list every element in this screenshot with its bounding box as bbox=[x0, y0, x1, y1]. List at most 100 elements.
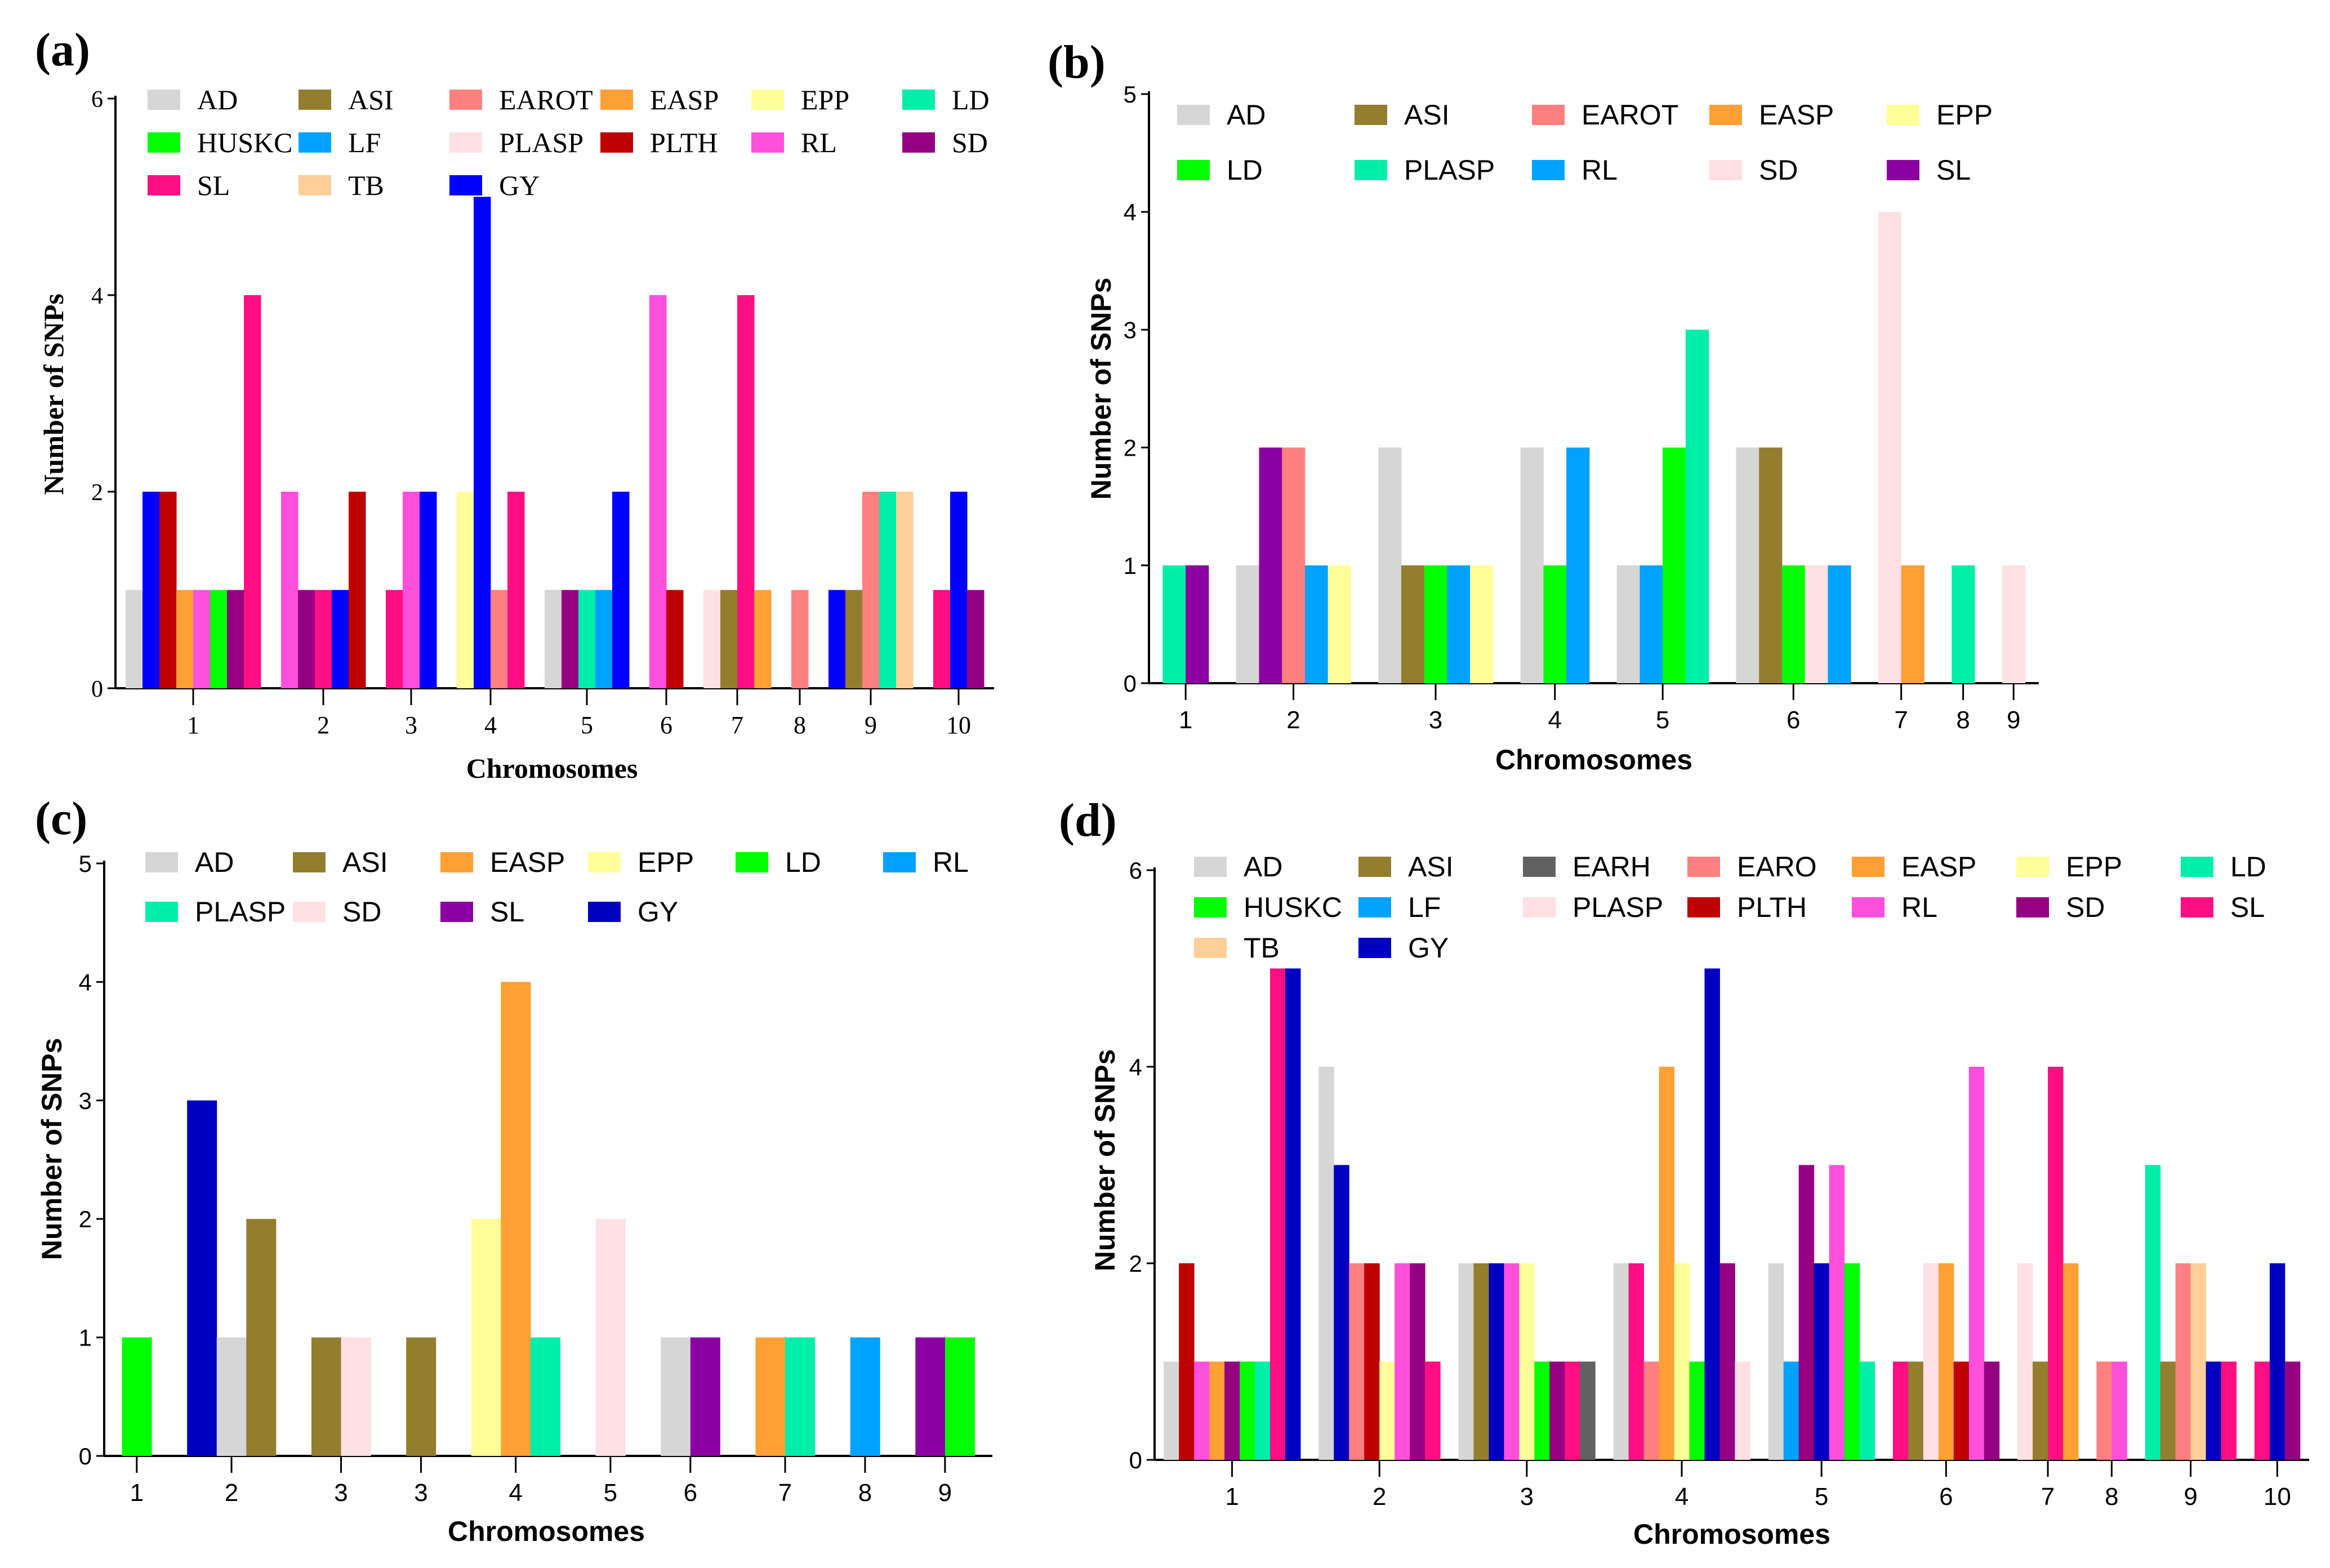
legend-item-sd: SD bbox=[293, 896, 440, 928]
y-tick-label: 1 bbox=[1124, 553, 1137, 579]
legend-item-asi: ASI bbox=[1355, 99, 1532, 131]
bar-sd-chr1 bbox=[1224, 1361, 1240, 1460]
y-axis-label-d: Number of SNPs bbox=[1089, 1049, 1121, 1272]
y-tick-label: 2 bbox=[1124, 435, 1137, 461]
bar-epp-chr4 bbox=[1674, 1263, 1690, 1460]
legend-swatch bbox=[2016, 857, 2049, 877]
x-tick-label: 2 bbox=[225, 1479, 238, 1507]
bar-epp-chr3 bbox=[1470, 565, 1494, 683]
bar-sl-chr2 bbox=[315, 590, 332, 688]
y-tick-label: 5 bbox=[1124, 81, 1137, 108]
legend-item-sd: SD bbox=[902, 126, 1053, 159]
legend-swatch bbox=[1709, 105, 1742, 125]
legend-label: GY bbox=[638, 896, 679, 928]
bar-huskc-chr1 bbox=[1240, 1361, 1255, 1460]
legend-swatch bbox=[1532, 105, 1565, 125]
bar-rl-chr5 bbox=[1640, 565, 1663, 683]
x-tick-label: 6 bbox=[1939, 1483, 1953, 1511]
legend-swatch bbox=[293, 902, 326, 922]
y-tick-label: 0 bbox=[1124, 670, 1137, 697]
legend-c: AD ASI EASP EPP LD RL PLASP SD SL GY bbox=[145, 846, 1031, 928]
bar-easp-chr7 bbox=[2063, 1263, 2079, 1460]
bar-earo-chr9 bbox=[2175, 1263, 2191, 1460]
legend-swatch bbox=[440, 852, 473, 872]
legend-swatch bbox=[600, 132, 633, 153]
bar-rl-chr6 bbox=[1828, 565, 1851, 683]
legend-item-rl: RL bbox=[751, 126, 902, 159]
legend-swatch bbox=[299, 175, 331, 195]
bar-earot-chr8 bbox=[791, 590, 809, 688]
legend-swatch bbox=[1687, 897, 1720, 917]
bar-sd-chr5 bbox=[562, 590, 579, 688]
bar-gy-chr3 bbox=[420, 492, 437, 688]
legend-label: EASP bbox=[490, 847, 565, 878]
bar-easp-chr1 bbox=[1209, 1361, 1225, 1460]
bar-ad-chr4 bbox=[1613, 1263, 1629, 1460]
bar-plasp-chr7 bbox=[2017, 1263, 2033, 1460]
bar-easp-chr1 bbox=[176, 590, 194, 688]
x-tick-label: 5 bbox=[1815, 1483, 1828, 1511]
bar-sl-chr10 bbox=[2254, 1361, 2270, 1460]
legend-label: LF bbox=[348, 127, 381, 158]
legend-label: EAROT bbox=[1581, 99, 1679, 131]
legend-label: LD bbox=[2230, 851, 2266, 883]
bar-sl-chr4 bbox=[507, 492, 525, 688]
legend-label: LD bbox=[952, 84, 990, 115]
x-tick-label: 6 bbox=[1787, 706, 1800, 734]
bar-sl-chr6 bbox=[690, 1337, 720, 1456]
legend-label: PLASP bbox=[499, 127, 584, 158]
legend-item-sl: SL bbox=[2181, 891, 2330, 924]
legend-label: ASI bbox=[342, 847, 388, 878]
bar-rl-chr2 bbox=[1395, 1263, 1410, 1460]
legend-swatch bbox=[1355, 105, 1387, 125]
bar-sl-chr3 bbox=[386, 590, 403, 688]
panel-label-d: (d) bbox=[1059, 794, 1117, 847]
legend-label: AD bbox=[1227, 99, 1266, 131]
bar-ad-chr6 bbox=[661, 1337, 691, 1456]
bar-gy-chr3 bbox=[1489, 1263, 1504, 1460]
legend-item-plasp: PLASP bbox=[449, 126, 600, 159]
bar-sd-chr2 bbox=[1410, 1263, 1425, 1460]
bar-rl-chr2 bbox=[281, 492, 299, 688]
bar-huskc-chr3 bbox=[1534, 1361, 1550, 1460]
legend-label: EPP bbox=[638, 847, 694, 878]
legend-item-ld: LD bbox=[2181, 850, 2330, 883]
bar-asi-chr6 bbox=[1759, 447, 1783, 683]
legend-label: SD bbox=[2066, 892, 2105, 923]
bar-ad-chr6 bbox=[1736, 447, 1759, 683]
legend-label: LD bbox=[1227, 154, 1263, 186]
legend-swatch bbox=[449, 132, 482, 153]
bar-asi-chr6 bbox=[1908, 1361, 1924, 1460]
bar-sd-chr3 bbox=[1549, 1361, 1565, 1460]
bar-plasp-chr1 bbox=[1162, 565, 1186, 683]
bar-huskc-chr1 bbox=[210, 590, 228, 688]
x-tick-label: 8 bbox=[858, 1479, 872, 1507]
legend-swatch bbox=[449, 175, 482, 195]
x-tick-label: 7 bbox=[1894, 706, 1908, 734]
legend-item-asi: ASI bbox=[1358, 850, 1523, 883]
y-tick-label: 4 bbox=[1124, 199, 1137, 225]
bar-lf-chr5 bbox=[1783, 1361, 1799, 1460]
bar-sd-chr4 bbox=[1719, 1263, 1735, 1460]
x-tick-label: 4 bbox=[1548, 706, 1562, 734]
legend-item-ad: AD bbox=[145, 846, 293, 879]
bar-plth-chr1 bbox=[1179, 1263, 1195, 1460]
bar-sl-chr1 bbox=[1270, 968, 1286, 1460]
bar-gy-chr4 bbox=[1704, 968, 1720, 1460]
legend-item-lf: LF bbox=[1358, 891, 1523, 924]
x-tick-label: 1 bbox=[1179, 706, 1192, 734]
bar-rl-chr4 bbox=[1566, 447, 1590, 683]
bar-asi-chr7 bbox=[720, 590, 738, 688]
legend-label: EPP bbox=[1936, 99, 1993, 131]
legend-item-asi: ASI bbox=[293, 846, 440, 879]
bar-ad-chr2 bbox=[1318, 1067, 1334, 1460]
bar-easp-chr6 bbox=[1938, 1263, 1954, 1460]
bar-rl-chr8 bbox=[2111, 1361, 2127, 1460]
legend-swatch bbox=[883, 852, 916, 872]
x-tick-label: 4 bbox=[484, 711, 497, 739]
bar-asi-chr3 bbox=[1473, 1263, 1489, 1460]
bar-rl-chr5 bbox=[1829, 1165, 1845, 1460]
legend-swatch bbox=[2016, 897, 2049, 917]
bar-ld-chr4 bbox=[1543, 565, 1567, 683]
bar-ld-chr9 bbox=[2145, 1165, 2161, 1460]
